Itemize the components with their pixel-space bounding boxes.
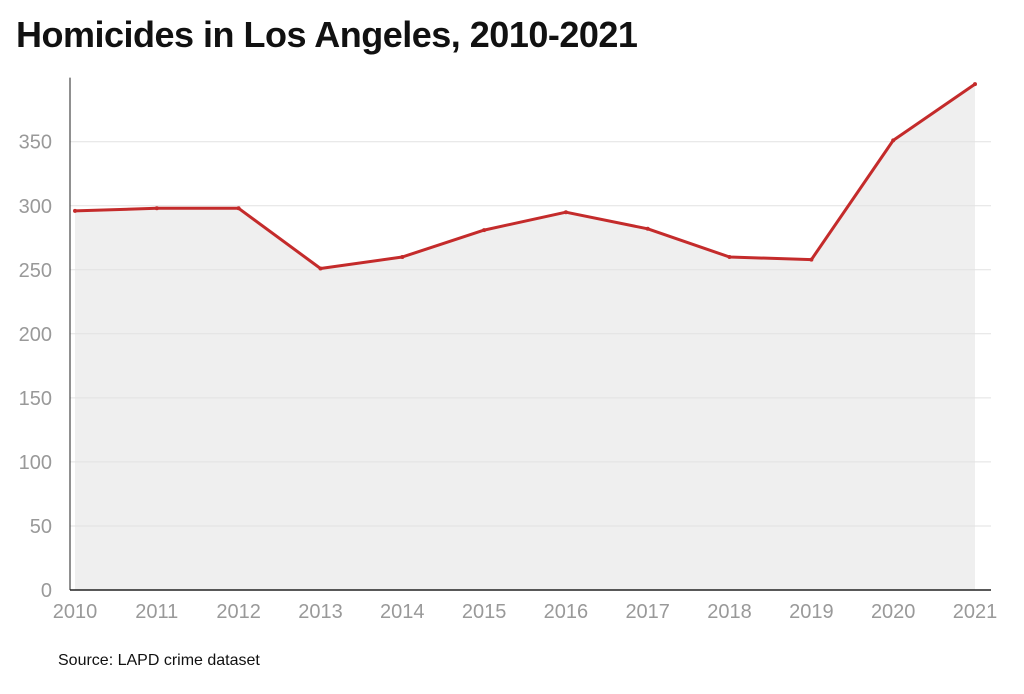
- data-point-2011: [154, 206, 159, 211]
- data-point-2020: [891, 138, 896, 143]
- y-tick-label-200: 200: [19, 324, 52, 346]
- series-line-layer: [73, 82, 977, 271]
- data-point-2019: [809, 257, 814, 262]
- data-point-2015: [482, 228, 487, 233]
- data-point-2014: [400, 255, 405, 259]
- x-tick-label-2020: 2020: [871, 601, 916, 623]
- x-tick-label-2014: 2014: [380, 601, 425, 623]
- y-tick-label-300: 300: [19, 196, 52, 218]
- data-point-2012: [236, 206, 241, 211]
- x-tick-label-2019: 2019: [789, 601, 834, 623]
- x-tick-label-2010: 2010: [53, 601, 98, 623]
- data-point-2021: [973, 82, 977, 87]
- chart-title: Homicides in Los Angeles, 2010-2021: [16, 14, 638, 55]
- x-tick-label-2011: 2011: [135, 601, 178, 623]
- y-tick-label-350: 350: [19, 132, 52, 154]
- data-point-2010: [73, 208, 77, 213]
- y-tick-label-250: 250: [19, 260, 52, 282]
- x-tick-label-2015: 2015: [462, 601, 507, 623]
- x-tick-label-2016: 2016: [544, 601, 589, 623]
- axes: [69, 77, 991, 591]
- x-tick-label-2017: 2017: [625, 601, 670, 623]
- source-note: Source: LAPD crime dataset: [58, 652, 260, 669]
- data-point-2013: [318, 266, 323, 271]
- x-tick-label-2018: 2018: [707, 601, 752, 623]
- area-fill-layer: [75, 84, 975, 590]
- y-tick-label-150: 150: [19, 388, 52, 410]
- x-tick-label-2012: 2012: [216, 601, 261, 623]
- data-point-2016: [563, 210, 568, 215]
- x-tick-labels: 2010 2011 2012 2013 2014 2015 2016 2017 2018 2019…: [53, 601, 998, 623]
- data-point-2017: [645, 226, 650, 231]
- y-tick-labels: 0 50 100 150 200 250 300 350: [19, 132, 52, 602]
- y-tick-label-100: 100: [19, 452, 52, 474]
- y-tick-label-0: 0: [41, 580, 52, 602]
- area-fill: [75, 84, 975, 590]
- x-tick-label-2021: 2021: [953, 601, 998, 623]
- gridlines: [70, 141, 991, 527]
- series-line: [73, 82, 977, 270]
- y-tick-label-50: 50: [30, 516, 52, 538]
- data-point-2018: [727, 255, 732, 259]
- x-tick-label-2013: 2013: [298, 601, 343, 623]
